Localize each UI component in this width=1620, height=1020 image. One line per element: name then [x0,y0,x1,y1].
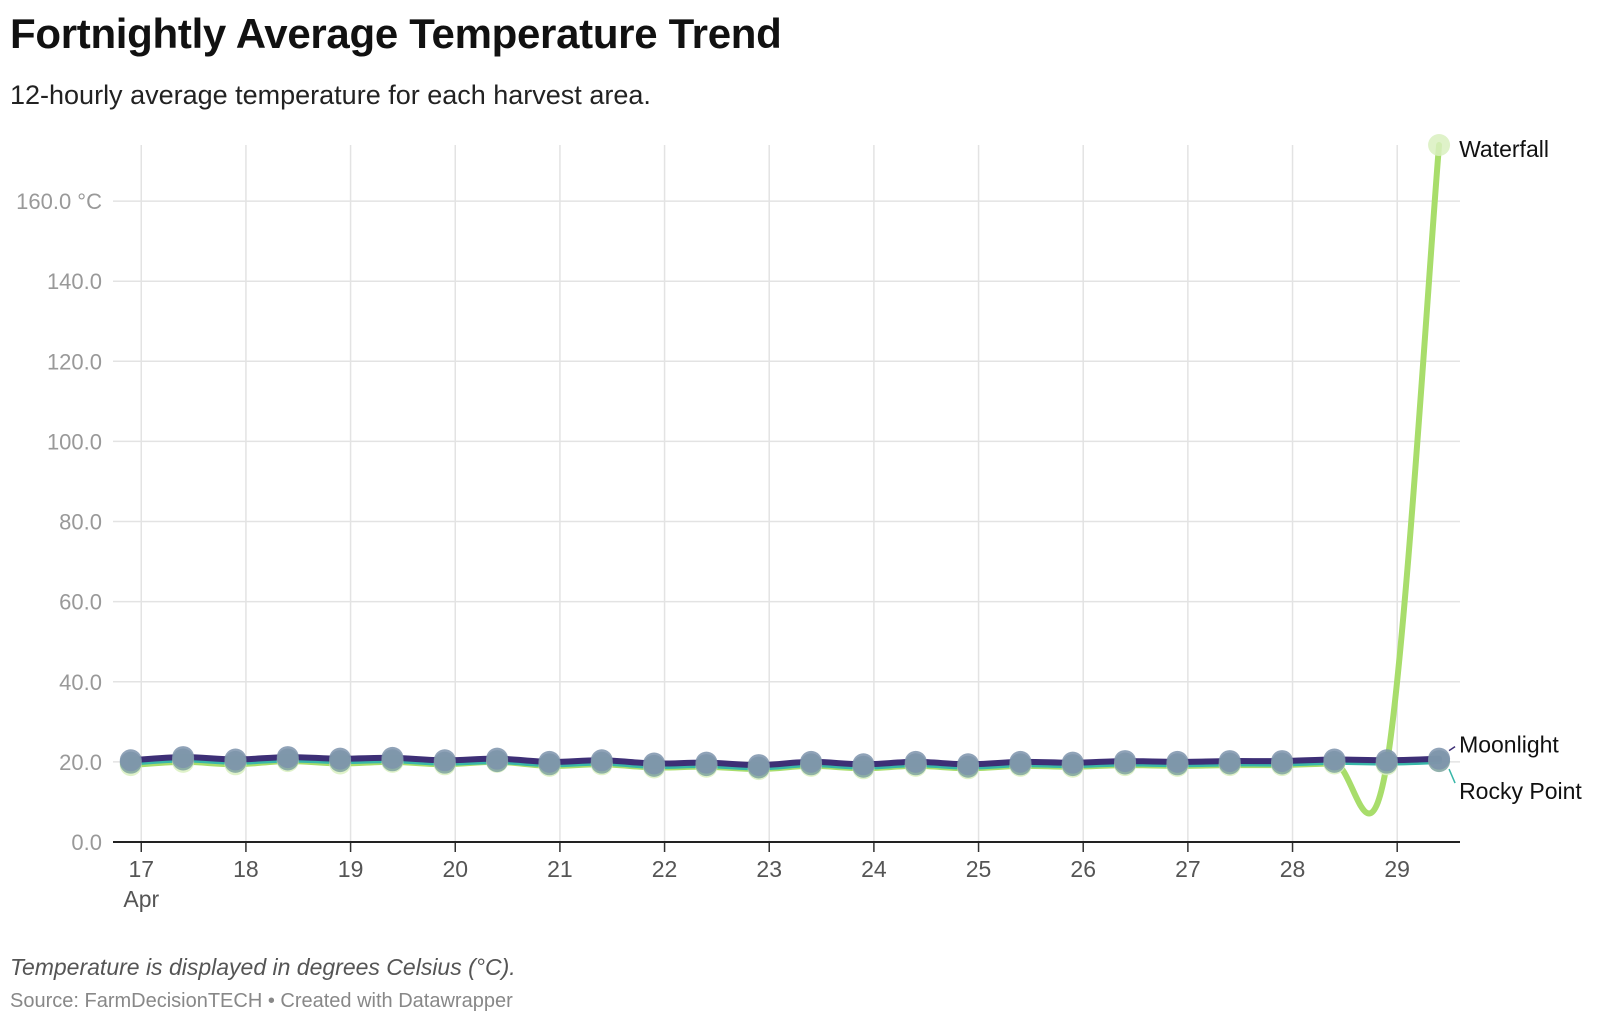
data-point-moonlight [904,750,927,773]
x-axis-labels: 17 Apr 18 19 20 21 22 23 24 25 26 27 28 29 [123,856,1410,912]
y-tick-label: 160.0 °C [16,189,102,214]
x-tick-label: 21 [547,856,573,882]
x-tick-label: 19 [338,856,364,882]
x-tick-label: 26 [1070,856,1096,882]
x-tick-label: 24 [861,856,887,882]
data-point-moonlight [1061,751,1084,774]
y-tick-label: 0.0 [71,830,102,855]
y-tick-label: 120.0 [47,349,102,374]
data-point-moonlight [1428,747,1451,770]
data-point-moonlight [276,746,299,769]
y-tick-label: 140.0 [47,269,102,294]
data-point-moonlight [1166,750,1189,773]
x-tick-sublabel: Apr [123,886,159,912]
data-point-moonlight [119,749,142,772]
y-tick-label: 80.0 [59,510,102,535]
data-point-moonlight [1218,750,1241,773]
data-point-moonlight [800,750,823,773]
series-label-moonlight: Moonlight [1459,732,1559,758]
x-tick-label: 27 [1175,856,1201,882]
y-tick-label: 100.0 [47,429,102,454]
data-point-moonlight [695,751,718,774]
chart-subtitle: 12-hourly average temperature for each h… [10,80,651,110]
x-tick-label: 25 [966,856,992,882]
data-point-moonlight [852,753,875,776]
data-point-moonlight [329,747,352,770]
data-point-moonlight [1114,750,1137,773]
data-point-moonlight [1271,750,1294,773]
y-axis-labels: 0.0 20.0 40.0 60.0 80.0 100.0 120.0 140.0 160.0 … [16,189,102,855]
y-tick-label: 60.0 [59,590,102,615]
y-tick-label: 20.0 [59,750,102,775]
data-point-moonlight [538,750,561,773]
x-tick-label: 22 [652,856,678,882]
series-labels: Waterfall Rocky Point Moonlight [1448,136,1582,804]
chart-title: Fortnightly Average Temperature Trend [10,10,782,57]
footer-note: Temperature is displayed in degrees Cels… [10,954,516,980]
x-tick-label: 29 [1384,856,1410,882]
data-point-moonlight [224,748,247,771]
x-tick-label: 28 [1280,856,1306,882]
data-point-moonlight [381,746,404,769]
data-point-moonlight [643,752,666,775]
series-label-rocky-point: Rocky Point [1459,778,1582,804]
x-tick-label: 18 [233,856,259,882]
data-point-moonlight [590,749,613,772]
data-point-moonlight [1323,748,1346,771]
series-line-waterfall [127,142,1443,817]
data-point-moonlight [957,753,980,776]
data-point-moonlight [747,754,770,777]
y-tick-label: 40.0 [59,670,102,695]
data-point-moonlight [433,749,456,772]
data-point-moonlight [1375,749,1398,772]
footer-source: Source: FarmDecisionTECH • Created with … [10,990,513,1012]
data-point-waterfall [1428,134,1451,156]
chart-series [119,134,1451,817]
series-label-waterfall: Waterfall [1459,136,1549,162]
chart-grid [113,145,1460,852]
x-tick-label: 17 [128,856,154,882]
data-point-moonlight [172,746,195,769]
data-point-moonlight [1009,750,1032,773]
label-connector [1448,768,1456,784]
label-connector [1448,746,1456,752]
x-tick-label: 23 [756,856,782,882]
x-tick-label: 20 [442,856,468,882]
data-point-moonlight [486,747,509,770]
